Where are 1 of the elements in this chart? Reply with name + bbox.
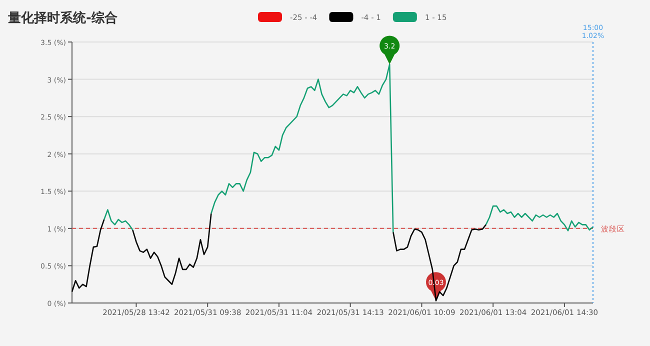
chart-title: 量化择时系统-综合 xyxy=(7,10,118,26)
